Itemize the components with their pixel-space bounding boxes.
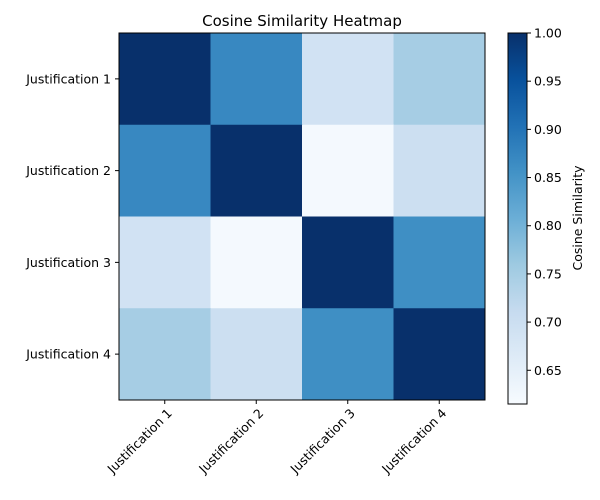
heatmap-cell — [302, 308, 394, 401]
y-tick-label: Justification 4 — [25, 347, 111, 362]
heatmap-cell — [393, 308, 486, 401]
heatmap-cell — [119, 308, 211, 401]
heatmap-cells — [119, 33, 486, 401]
heatmap-cell — [210, 124, 303, 217]
y-tick-label: Justification 1 — [25, 71, 111, 86]
x-tick-label: Justification 4 — [378, 405, 449, 476]
heatmap-cell — [119, 216, 211, 309]
colorbar-tick-label: 0.85 — [534, 170, 562, 185]
heatmap-cell — [393, 216, 486, 309]
x-tick-label: Justification 3 — [287, 406, 358, 477]
colorbar-tick-label: 0.80 — [534, 218, 562, 233]
y-tick-label: Justification 2 — [25, 163, 111, 178]
x-axis: Justification 1 Justification 2 Justificat… — [104, 400, 449, 477]
colorbar-tick-label: 0.90 — [534, 122, 562, 137]
colorbar-tick-label: 0.70 — [534, 315, 562, 330]
heatmap-cell — [393, 33, 486, 126]
x-tick-label: Justification 2 — [195, 406, 266, 477]
chart-title: Cosine Similarity Heatmap — [202, 12, 402, 30]
y-axis: Justification 1 Justification 2 Justificat… — [25, 71, 119, 362]
colorbar-label: Cosine Similarity — [570, 165, 585, 271]
heatmap-frame — [118, 32, 486, 401]
colorbar-tick-label: 0.65 — [534, 363, 562, 378]
x-tick-label: Justification 1 — [104, 406, 175, 477]
colorbar-tick-label: 0.75 — [534, 266, 562, 281]
colorbar-axis: 0.65 0.70 0.75 0.80 0.85 0.90 0.95 1.00 — [527, 26, 562, 378]
heatmap-cell — [210, 308, 303, 401]
heatmap-cell — [302, 33, 394, 126]
heatmap-cell — [210, 216, 303, 309]
heatmap-cell — [119, 124, 211, 217]
colorbar-tick-label: 0.95 — [534, 74, 562, 89]
heatmap-cell — [119, 33, 211, 126]
y-tick-label: Justification 3 — [25, 255, 111, 270]
heatmap-cell — [210, 33, 303, 126]
colorbar-tick-label: 1.00 — [534, 26, 562, 41]
colorbar — [507, 32, 528, 405]
heatmap-cell — [302, 124, 394, 217]
heatmap-cell — [393, 124, 486, 217]
heatmap-cell — [302, 216, 394, 309]
